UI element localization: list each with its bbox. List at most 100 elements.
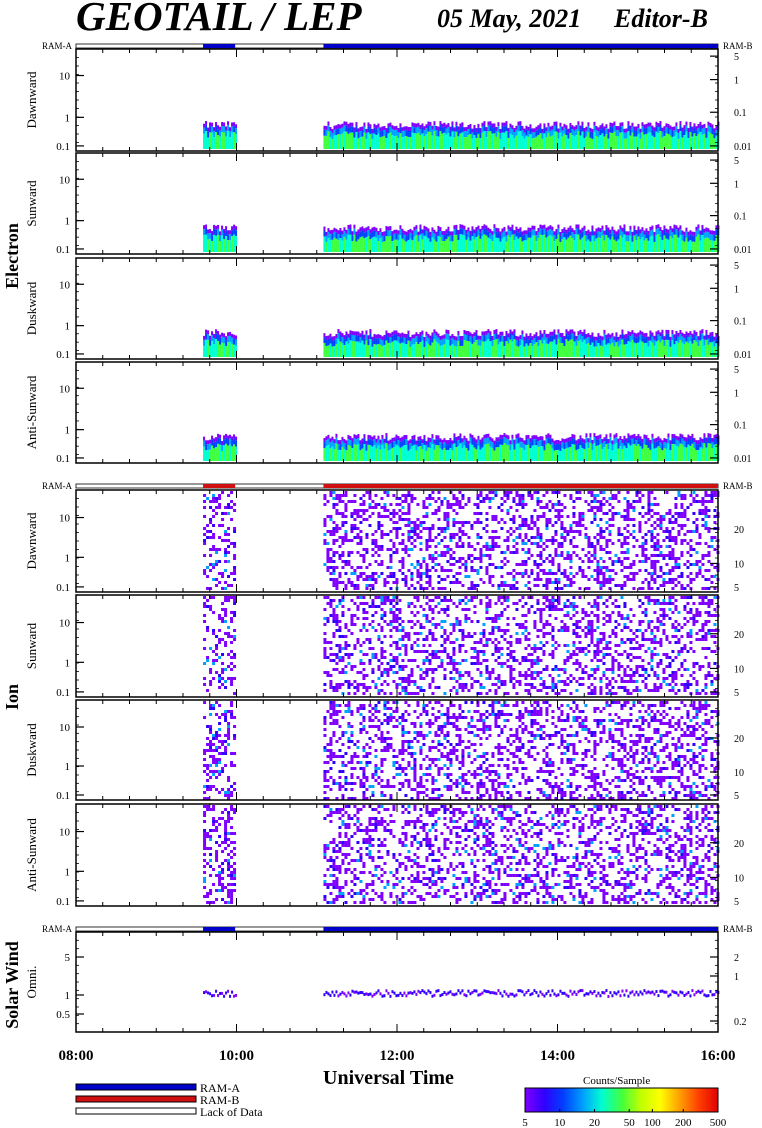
data-cell	[409, 340, 412, 347]
data-cell	[639, 128, 642, 133]
data-cell	[639, 229, 642, 234]
data-cell	[476, 533, 480, 536]
data-cell	[344, 491, 348, 494]
data-cell	[479, 557, 483, 560]
data-cell	[217, 228, 220, 235]
data-cell	[530, 572, 534, 575]
data-cell	[435, 341, 438, 357]
data-cell	[649, 449, 652, 461]
data-cell	[368, 515, 372, 518]
data-cell	[639, 446, 642, 461]
data-cell	[665, 333, 668, 340]
data-cell	[205, 440, 208, 445]
data-cell	[407, 233, 410, 240]
data-cell	[413, 123, 416, 128]
data-cell	[359, 575, 363, 578]
data-cell	[513, 333, 516, 340]
data-cell	[415, 336, 418, 343]
data-cell	[633, 437, 636, 444]
data-cell	[625, 132, 628, 139]
data-cell	[446, 560, 450, 563]
data-cell	[503, 122, 506, 127]
data-cell	[667, 333, 670, 340]
data-cell	[395, 548, 399, 551]
data-cell	[683, 337, 686, 344]
data-cell	[709, 433, 712, 438]
data-cell	[703, 232, 706, 239]
data-cell	[229, 335, 232, 342]
data-cell	[560, 542, 564, 545]
data-cell	[509, 491, 513, 494]
data-cell	[581, 515, 585, 518]
data-cell	[596, 533, 600, 536]
data-cell	[613, 346, 616, 357]
data-cell	[332, 566, 336, 569]
data-cell	[211, 231, 214, 236]
data-cell	[513, 449, 516, 461]
data-cell	[593, 241, 596, 252]
data-cell	[233, 503, 237, 506]
data-cell	[583, 439, 586, 444]
data-cell	[663, 438, 666, 443]
data-cell	[513, 240, 516, 252]
data-cell	[578, 533, 582, 536]
data-cell	[571, 434, 574, 439]
data-cell	[524, 572, 528, 575]
data-cell	[209, 229, 212, 234]
data-cell	[513, 132, 516, 139]
data-cell	[541, 337, 544, 344]
data-cell	[419, 587, 423, 590]
data-cell	[211, 335, 214, 342]
data-cell	[374, 542, 378, 545]
data-cell	[596, 494, 600, 497]
data-cell	[329, 572, 333, 575]
data-cell	[581, 575, 585, 578]
data-cell	[359, 237, 362, 252]
data-cell	[326, 548, 330, 551]
data-cell	[629, 229, 632, 236]
data-cell	[379, 334, 382, 339]
data-cell	[497, 545, 501, 548]
data-cell	[371, 340, 374, 347]
data-cell	[691, 130, 694, 137]
data-cell	[391, 135, 394, 149]
data-cell	[632, 518, 636, 521]
data-cell	[555, 444, 558, 451]
data-cell	[459, 224, 462, 229]
data-cell	[331, 132, 334, 139]
data-cell	[503, 563, 507, 566]
data-cell	[323, 653, 327, 656]
data-cell	[687, 438, 690, 445]
data-cell	[323, 671, 327, 674]
data-cell	[434, 569, 438, 572]
data-cell	[323, 656, 327, 659]
data-cell	[203, 554, 207, 557]
data-cell	[647, 503, 651, 506]
data-cell	[557, 503, 561, 506]
data-cell	[481, 235, 484, 252]
data-cell	[659, 332, 662, 337]
data-cell	[355, 241, 358, 252]
data-cell	[561, 438, 564, 443]
data-cell	[533, 560, 537, 563]
data-cell	[533, 229, 536, 236]
data-cell	[713, 336, 716, 341]
data-cell	[575, 521, 579, 524]
data-cell	[437, 445, 440, 461]
data-cell	[325, 336, 328, 341]
data-cell	[350, 551, 354, 554]
data-cell	[685, 237, 688, 252]
data-cell	[599, 238, 602, 252]
data-cell	[663, 136, 666, 149]
data-cell	[434, 545, 438, 548]
data-cell	[433, 125, 436, 132]
data-cell	[407, 548, 411, 551]
data-cell	[711, 438, 714, 443]
data-cell	[599, 135, 602, 149]
data-cell	[425, 572, 429, 575]
data-cell	[635, 440, 638, 447]
data-cell	[422, 521, 426, 524]
data-cell	[441, 335, 444, 340]
data-cell	[623, 575, 627, 578]
data-cell	[383, 338, 386, 345]
